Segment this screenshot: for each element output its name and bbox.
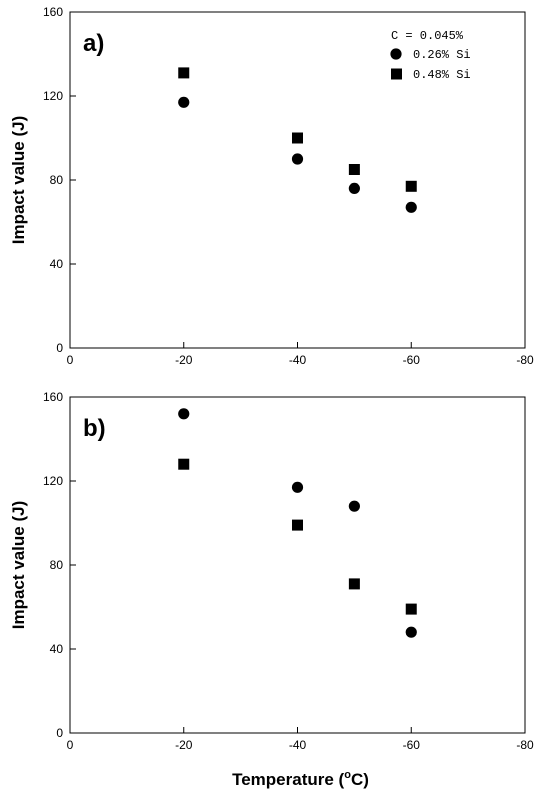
data-point-circle [291, 153, 304, 165]
x-tick-label: -20 [175, 353, 193, 367]
data-point-circle [291, 481, 304, 493]
panel-a: 0 40 80 120 160 0 -20 -40 -60 -80 Impact value (J)… [9, 5, 534, 367]
legend-entry-label: 0.48% Si [413, 68, 471, 82]
data-point-circle [405, 626, 417, 638]
y-tick-label: 120 [43, 89, 63, 103]
x-tick-label: 0 [67, 738, 74, 752]
data-point-square [178, 67, 190, 79]
x-tick-label: -60 [403, 738, 421, 752]
x-tick-label: -60 [403, 353, 421, 367]
y-axis-label: Impact value (J) [9, 116, 28, 245]
y-tick-label: 0 [56, 726, 63, 740]
y-tick-label: 40 [50, 642, 64, 656]
data-point-circle [405, 201, 417, 213]
data-point-circle [348, 182, 360, 194]
plot-frame [69, 11, 526, 349]
x-tick-label: 0 [67, 353, 74, 367]
y-tick-label: 120 [43, 474, 63, 488]
x-tick-label: -20 [175, 738, 193, 752]
y-tick-label: 80 [50, 558, 64, 572]
data-point-square [405, 180, 417, 192]
x-tick-label: -40 [289, 353, 307, 367]
x-tick-label: -40 [289, 738, 307, 752]
legend-marker-square [391, 68, 402, 80]
x-axis-label: Temperature (oC) [232, 769, 369, 789]
y-tick-label: 0 [56, 341, 63, 355]
x-tick-label: -80 [516, 353, 534, 367]
x-tick-label: -80 [516, 738, 534, 752]
y-tick-label: 80 [50, 173, 64, 187]
data-point-circle [178, 408, 190, 420]
panel-b: 0 40 80 120 160 0 -20 -40 -60 -80 Impact value (J)… [9, 390, 534, 789]
data-point-square [292, 132, 303, 144]
data-point-square [292, 519, 303, 531]
data-point-square [405, 603, 417, 615]
y-axis-label: Impact value (J) [9, 501, 28, 630]
data-point-square [348, 164, 360, 175]
y-tick-label: 40 [50, 257, 64, 271]
data-point-square [178, 458, 190, 470]
y-tick-label: 160 [43, 5, 63, 19]
data-point-circle [178, 96, 190, 108]
legend: C = 0.045% 0.26% Si 0.48% Si [390, 29, 471, 82]
plot-frame [69, 396, 526, 734]
data-point-square [348, 578, 360, 590]
legend-title: C = 0.045% [391, 29, 464, 43]
panel-label: a) [83, 30, 104, 57]
legend-marker-circle [390, 48, 402, 60]
y-tick-label: 160 [43, 390, 63, 404]
legend-entry-label: 0.26% Si [413, 48, 471, 62]
data-point-circle [348, 500, 360, 512]
panel-label: b) [83, 415, 106, 442]
